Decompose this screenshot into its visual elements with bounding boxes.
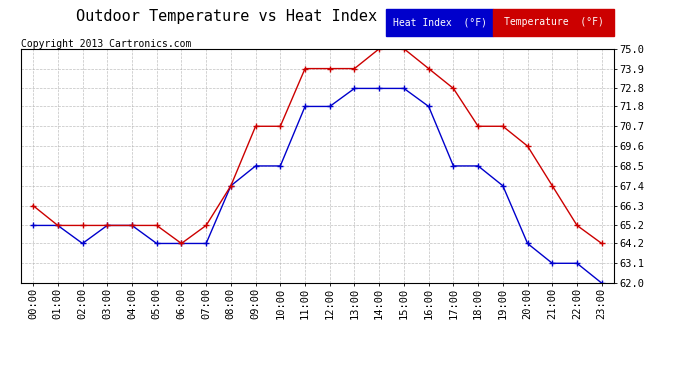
Text: Outdoor Temperature vs Heat Index (24 Hours) 20130808: Outdoor Temperature vs Heat Index (24 Ho… (76, 9, 559, 24)
Text: Heat Index  (°F): Heat Index (°F) (393, 17, 487, 27)
Text: Temperature  (°F): Temperature (°F) (504, 17, 604, 27)
Text: Copyright 2013 Cartronics.com: Copyright 2013 Cartronics.com (21, 39, 191, 50)
